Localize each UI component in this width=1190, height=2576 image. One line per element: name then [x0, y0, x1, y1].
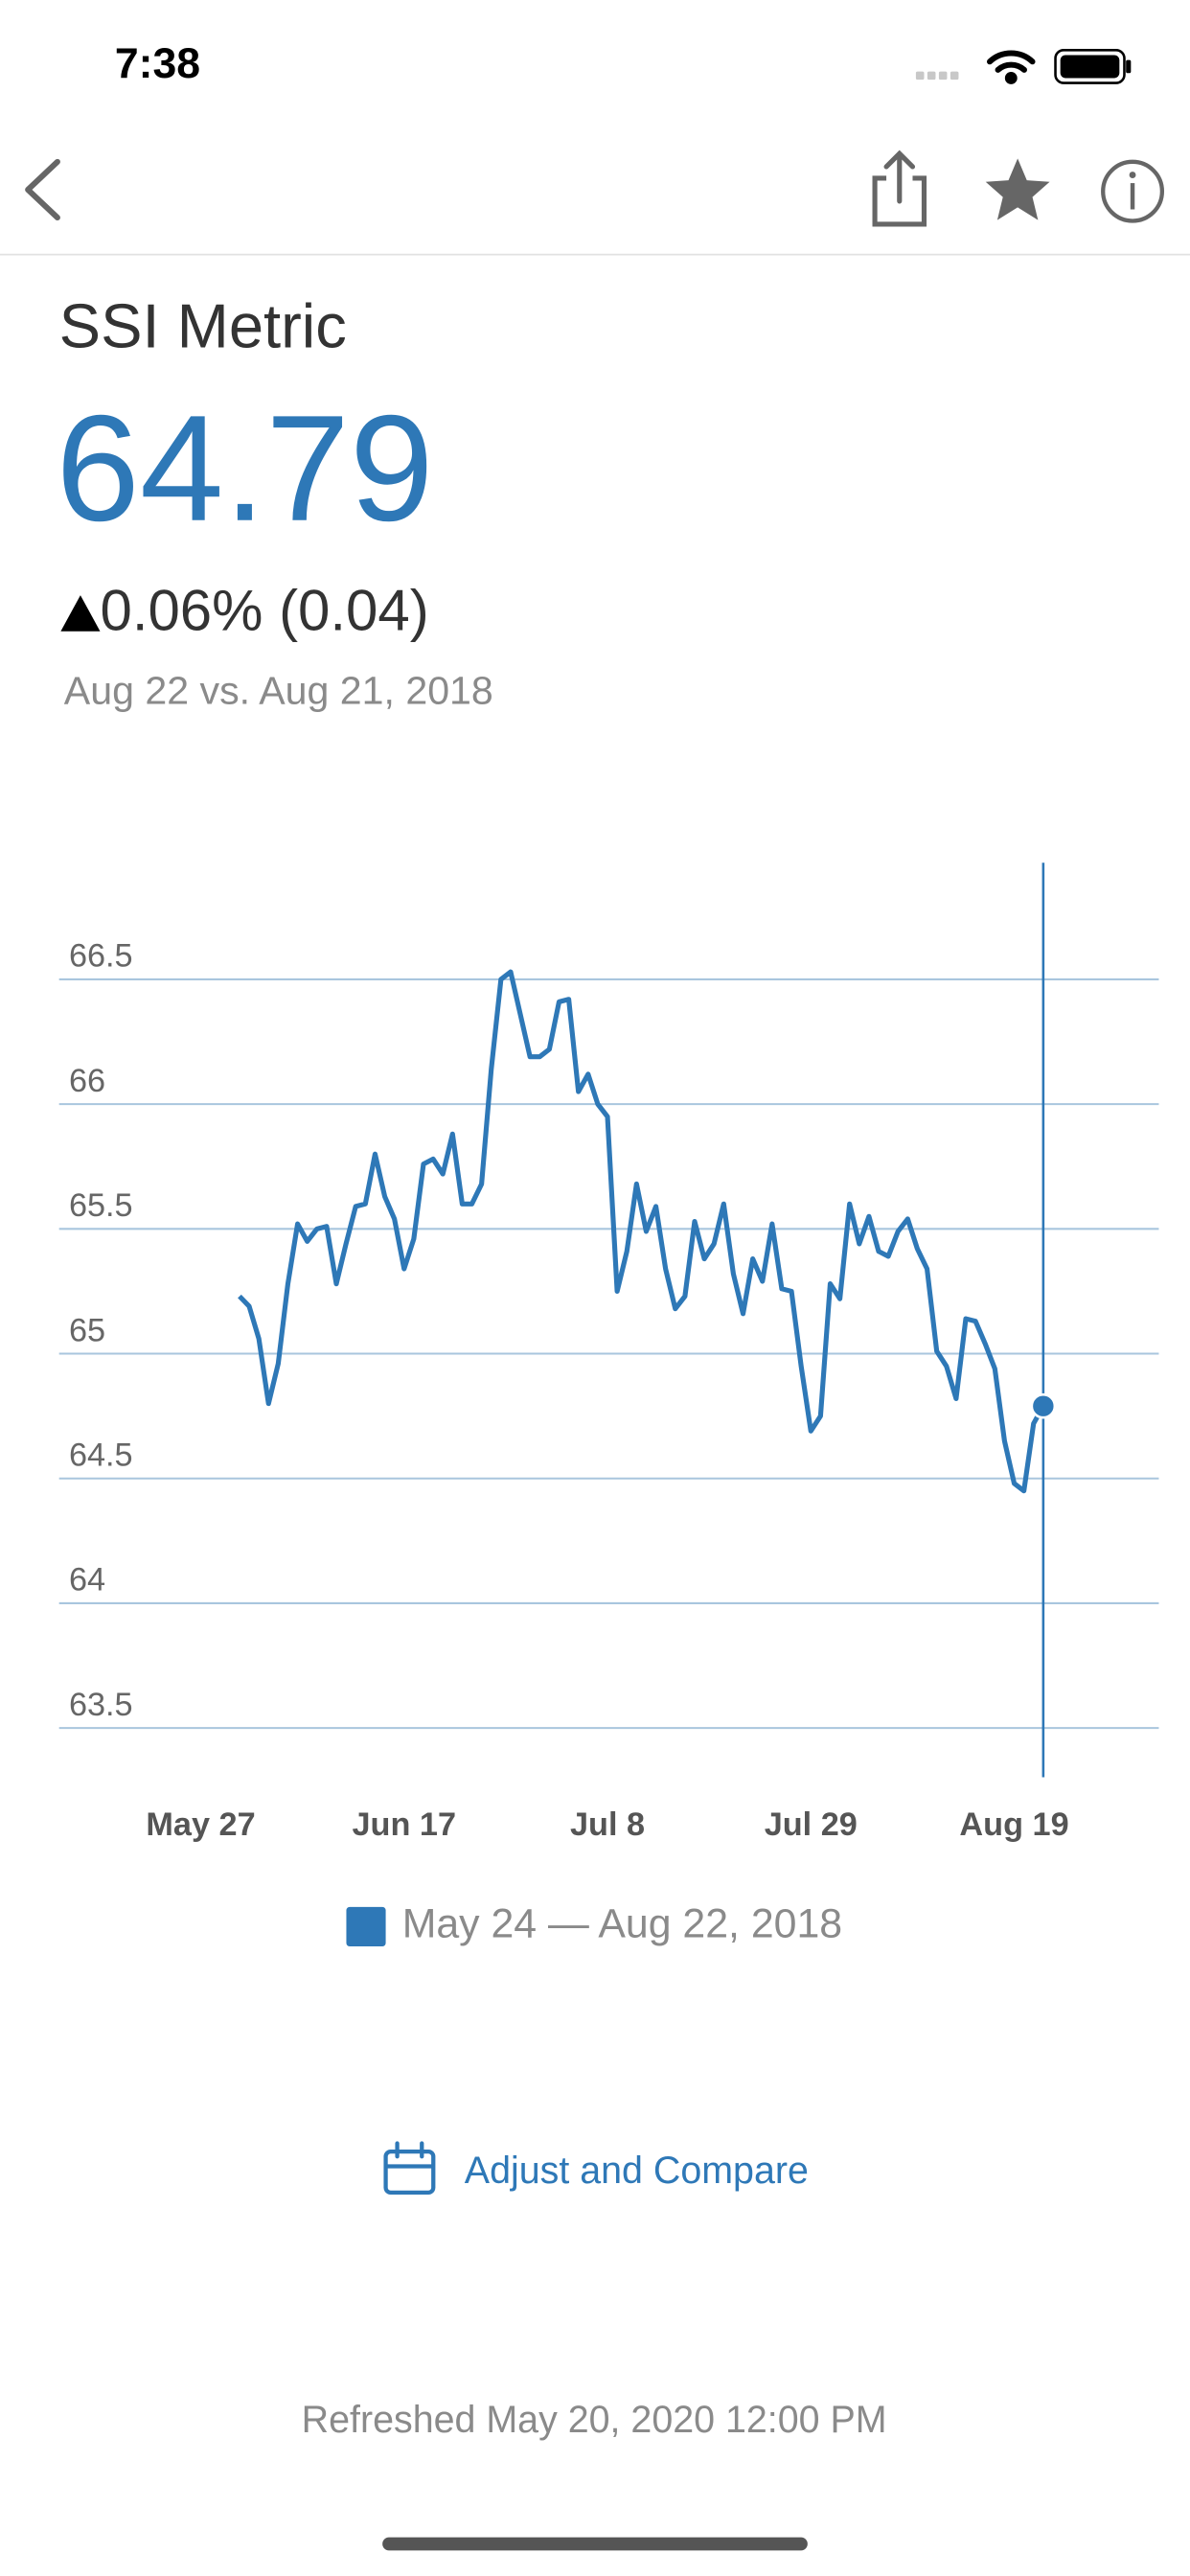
chart: 66.5 66 65.5 65 64.5 64 63.5 May 27 Jun 17 Jul 8 J…: [58, 862, 1159, 1843]
home-indicator: [382, 2537, 808, 2551]
up-triangle: [60, 595, 101, 632]
adjust-label[interactable]: Adjust and Compare: [465, 2150, 809, 2192]
share-button[interactable]: [872, 150, 927, 227]
y-tick-label: 66: [69, 1063, 105, 1099]
y-tick-label: 64: [69, 1562, 105, 1598]
x-tick-label: Aug 19: [959, 1806, 1068, 1843]
highlight-point: [1030, 1392, 1057, 1419]
x-tick-label: Jul 29: [765, 1806, 858, 1843]
legend-label: May 24 — Aug 22, 2018: [402, 1901, 842, 1947]
metric-value: 64.79: [56, 384, 433, 553]
legend-swatch: [346, 1906, 386, 1946]
refreshed-label: Refreshed May 20, 2020 12:00 PM: [302, 2399, 887, 2441]
x-tick-label: Jul 8: [570, 1806, 645, 1843]
signal-icon: [915, 71, 959, 80]
info-button[interactable]: [1101, 159, 1165, 223]
y-tick-label: 65.5: [69, 1187, 133, 1224]
y-tick-label: 64.5: [69, 1437, 133, 1473]
y-tick-label: 63.5: [69, 1687, 133, 1723]
battery-icon: [1054, 49, 1132, 84]
status-time: 7:38: [115, 40, 200, 87]
series-line: [238, 969, 1046, 1494]
y-tick-label: 65: [69, 1312, 105, 1348]
back-button[interactable]: [25, 158, 60, 221]
x-tick-label: Jun 17: [353, 1806, 457, 1843]
metric-change: 0.06% (0.04): [100, 578, 428, 642]
wifi-icon: [987, 50, 1036, 84]
y-tick-label: 66.5: [69, 938, 133, 975]
metric-comparison: Aug 22 vs. Aug 21, 2018: [64, 669, 493, 713]
favorite-button[interactable]: [985, 158, 1050, 220]
adjust-button[interactable]: Adjust and Compare: [383, 2141, 809, 2196]
metric-title: SSI Metric: [59, 290, 347, 360]
x-tick-label: May 27: [146, 1806, 255, 1843]
calendar-icon: [383, 2141, 436, 2196]
